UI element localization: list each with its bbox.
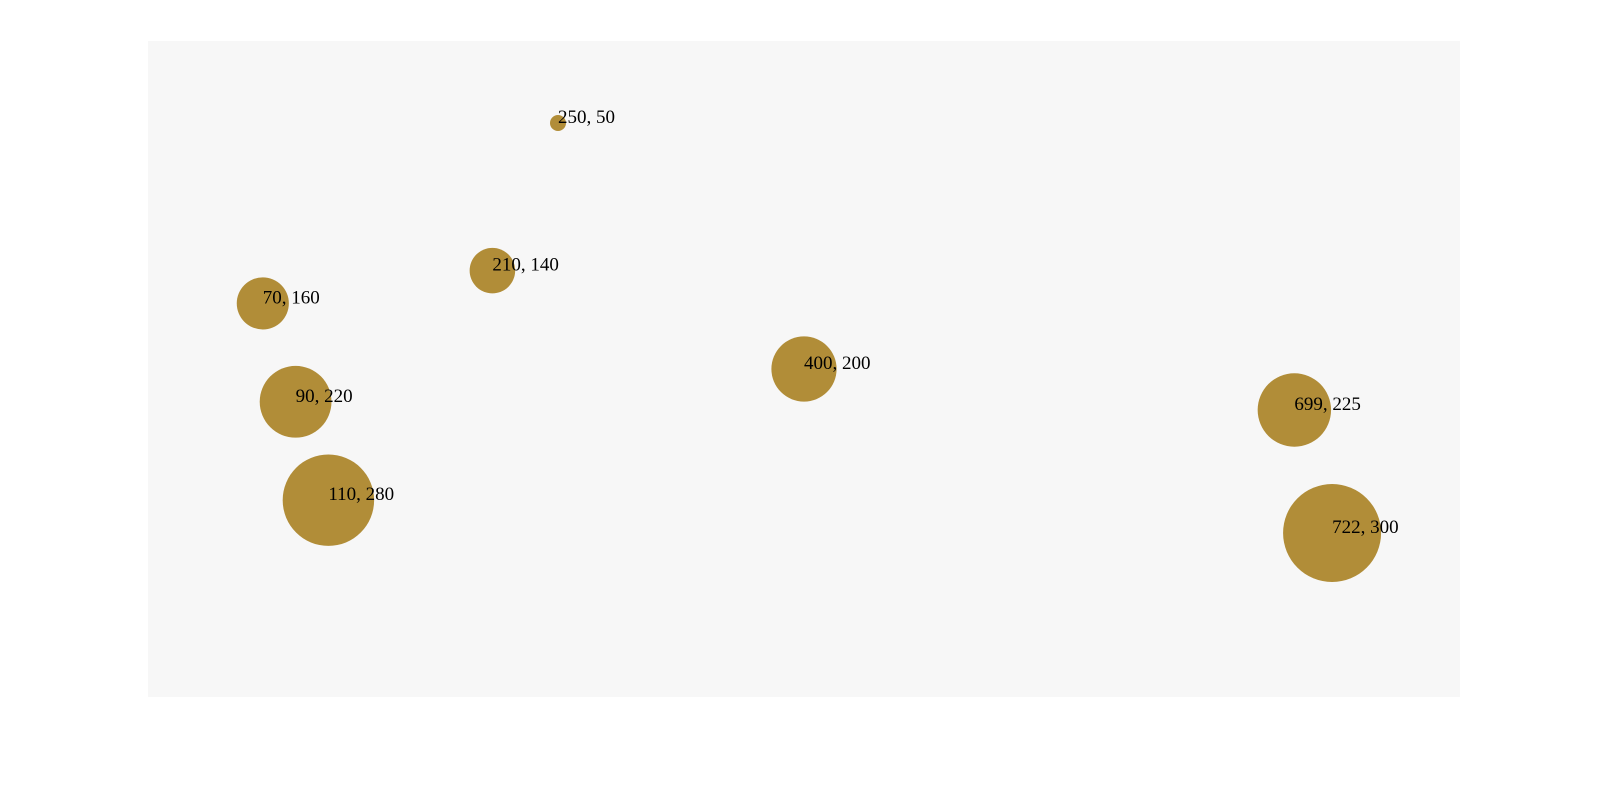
points-layer (236, 115, 1382, 582)
data-label-3: 400, 200 (804, 353, 871, 374)
data-point-3 (771, 336, 837, 402)
data-point-1 (469, 247, 516, 294)
data-label-2: 70, 160 (263, 287, 320, 308)
data-label-5: 699, 225 (1294, 394, 1361, 415)
data-label-6: 110, 280 (328, 484, 394, 505)
data-label-7: 722, 300 (1332, 517, 1399, 538)
data-point-0 (550, 115, 566, 131)
data-point-7 (1283, 484, 1382, 582)
labels-layer: 250, 50 210, 140 70, 160 400, 200 90, 220 699… (263, 107, 1399, 538)
data-point-6 (282, 454, 375, 546)
data-point-5 (1257, 373, 1332, 447)
data-point-2 (236, 277, 289, 330)
data-point-4 (259, 365, 332, 438)
data-label-0: 250, 50 (558, 107, 615, 128)
data-label-1: 210, 140 (492, 255, 559, 276)
data-label-4: 90, 220 (296, 386, 353, 407)
